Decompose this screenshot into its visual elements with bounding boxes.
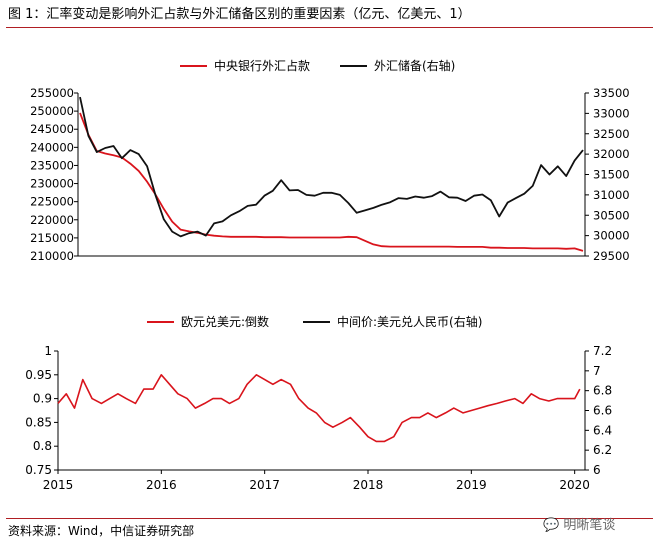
figure-title: 图 1：汇率变动是影响外汇占款与外汇储备区别的重要因素（亿元、亿美元、1）	[8, 7, 471, 22]
chart2-left-tick-label: 0.95	[25, 368, 52, 382]
legend2-label-1: 中间价:美元兑人民币(右轴)	[337, 314, 482, 329]
chart1-left-tick-label: 220000	[30, 213, 74, 227]
bottom-rule	[6, 518, 653, 519]
chart2-left-tick-label: 0.9	[33, 392, 52, 406]
chart2-x-tick-label: 2016	[146, 478, 177, 492]
chart1-left-tick-label: 235000	[30, 158, 74, 172]
chart2-right-tick-label: 6.4	[593, 423, 612, 437]
chart2-x-tick-label: 2019	[456, 478, 487, 492]
chart2-left-tick-label: 0.8	[33, 439, 52, 453]
legend-label-0: 中央银行外汇占款	[214, 58, 310, 73]
chart1-right-tick-label: 33000	[593, 106, 630, 120]
chart1-left-tick-label: 215000	[30, 231, 74, 245]
legend-label-1: 外汇储备(右轴)	[374, 58, 455, 73]
chart2-x-tick-label: 2017	[249, 478, 280, 492]
chart2-left-tick-label: 1	[44, 344, 52, 358]
chart1-left-tick-label: 240000	[30, 140, 74, 154]
chart1-right-tick-label: 31500	[593, 168, 630, 182]
chart1-left-tick-label: 250000	[30, 104, 74, 118]
chart2-left-tick-label: 0.85	[25, 415, 52, 429]
chart2-right-tick-label: 7	[593, 364, 601, 378]
chart1-series-line-0	[79, 112, 584, 252]
chart2-x-tick-label: 2015	[43, 478, 74, 492]
watermark: 💬 明晰笔谈	[543, 514, 615, 533]
chart2-right-tick-label: 7.2	[593, 344, 612, 358]
chart1-right-tick-label: 29500	[593, 249, 630, 263]
chart1-left-tick-label: 210000	[30, 249, 74, 263]
chart2-right-tick-label: 6.8	[593, 384, 612, 398]
chart1-right-tick-label: 32500	[593, 127, 630, 141]
chart2-series-line-0	[57, 373, 581, 443]
chart1-left-tick-label: 255000	[30, 86, 74, 100]
chart2-x-tick-label: 2020	[559, 478, 590, 492]
wechat-icon: 💬	[543, 518, 560, 533]
chart2-right-tick-label: 6.2	[593, 443, 612, 457]
chart1-legend: 中央银行外汇占款 外汇储备(右轴)	[180, 58, 455, 73]
chart1-right-tick-label: 31000	[593, 188, 630, 202]
chart1-right-tick-label: 30000	[593, 229, 630, 243]
chart2-x-tick-label: 2018	[353, 478, 384, 492]
chart1-right-tick-label: 32000	[593, 147, 630, 161]
source-note: 资料来源：Wind，中信证券研究部	[8, 524, 195, 538]
chart1-series-line-1	[79, 96, 584, 238]
chart2-right-tick-label: 6	[593, 463, 601, 477]
chart1-left-tick-label: 230000	[30, 177, 74, 191]
chart2-right-tick-label: 6.6	[593, 404, 612, 418]
legend2-label-0: 欧元兑美元:倒数	[181, 314, 269, 329]
chart1-left-tick-label: 225000	[30, 195, 74, 209]
chart2-left-tick-label: 0.75	[25, 463, 52, 477]
chart2-legend: 欧元兑美元:倒数 中间价:美元兑人民币(右轴)	[147, 314, 482, 329]
watermark-text: 明晰笔谈	[563, 518, 616, 533]
chart1-right-tick-label: 30500	[593, 208, 630, 222]
chart1-left-tick-label: 245000	[30, 122, 74, 136]
top-rule	[6, 27, 653, 28]
chart1-right-tick-label: 33500	[593, 86, 630, 100]
